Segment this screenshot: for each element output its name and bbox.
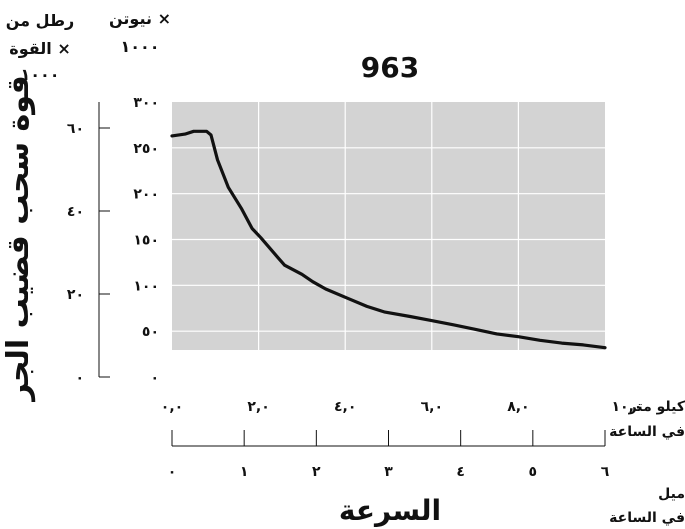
mile-tick-label: ١	[240, 464, 249, 480]
mile-tick-label: ٥	[529, 464, 538, 480]
plot-area	[172, 102, 605, 350]
x-axis-title: السرعة	[339, 494, 441, 527]
km-tick-label: ٨,٠	[507, 399, 529, 415]
newton-tick-label: ٣٠٠	[133, 95, 159, 111]
km-unit-line1: كيلو متر	[628, 399, 685, 415]
grid-lines	[172, 102, 605, 350]
km-unit-line2: في الساعة	[609, 424, 685, 440]
mile-unit-line1: ميل	[658, 486, 685, 502]
mile-tick-label: ٤	[456, 464, 465, 480]
newton-axis-ticks: ٠ ٥٠ ١٠٠ ١٥٠ ٢٠٠ ٢٥٠ ٣٠٠	[133, 95, 159, 386]
newton-tick-label: ٢٥٠	[133, 141, 159, 157]
mile-tick-label: ٦	[601, 464, 610, 480]
mile-axis-ticks: ٠ ١ ٢ ٣ ٤ ٥ ٦	[168, 430, 610, 480]
mile-unit-line2: في الساعة	[609, 510, 685, 526]
right-axis-unit-line2: ١٠٠٠	[120, 37, 159, 56]
km-tick-label: ٤,٠	[334, 399, 356, 415]
mile-tick-label: ٣	[384, 464, 393, 480]
pound-tick-label: ٢٠	[67, 287, 84, 303]
newton-tick-label: ٥٠	[142, 324, 159, 340]
left-axis-unit-line3: ١٠٠٠	[20, 65, 59, 84]
left-axis-unit-line2: القوة ×	[9, 39, 70, 58]
y-axis-title: قوة سحب قضيب الجر	[1, 75, 36, 402]
pound-tick-label: ٤٠	[67, 204, 84, 220]
right-axis-unit-line1: نيوتن ×	[109, 9, 171, 28]
mile-tick-label: ٢	[312, 464, 321, 480]
left-axis-unit-line1: رطل من	[6, 11, 74, 30]
km-tick-label: ٢,٠	[247, 399, 269, 415]
km-tick-label: ٦,٠	[421, 399, 443, 415]
km-axis-ticks: ٠,٠ ٢,٠ ٤,٠ ٦,٠ ٨,٠ ١٠,٠	[161, 399, 643, 415]
pound-axis-ticks: ٠ ٢٠ ٤٠ ٦٠	[67, 121, 110, 386]
km-tick-label: ٠,٠	[161, 399, 183, 415]
newton-tick-label: ٠	[150, 370, 159, 386]
pound-tick-label: ٦٠	[67, 121, 84, 137]
newton-tick-label: ١٠٠	[133, 278, 159, 294]
pound-tick-label: ٠	[75, 370, 84, 386]
km-tick-label: ١٠,٠	[612, 399, 643, 415]
mile-tick-label: ٠	[168, 464, 177, 480]
newton-tick-label: ١٥٠	[133, 233, 159, 249]
chart-title: 963	[361, 51, 419, 84]
newton-tick-label: ٢٠٠	[133, 187, 159, 203]
traction-curve	[170, 129, 607, 350]
